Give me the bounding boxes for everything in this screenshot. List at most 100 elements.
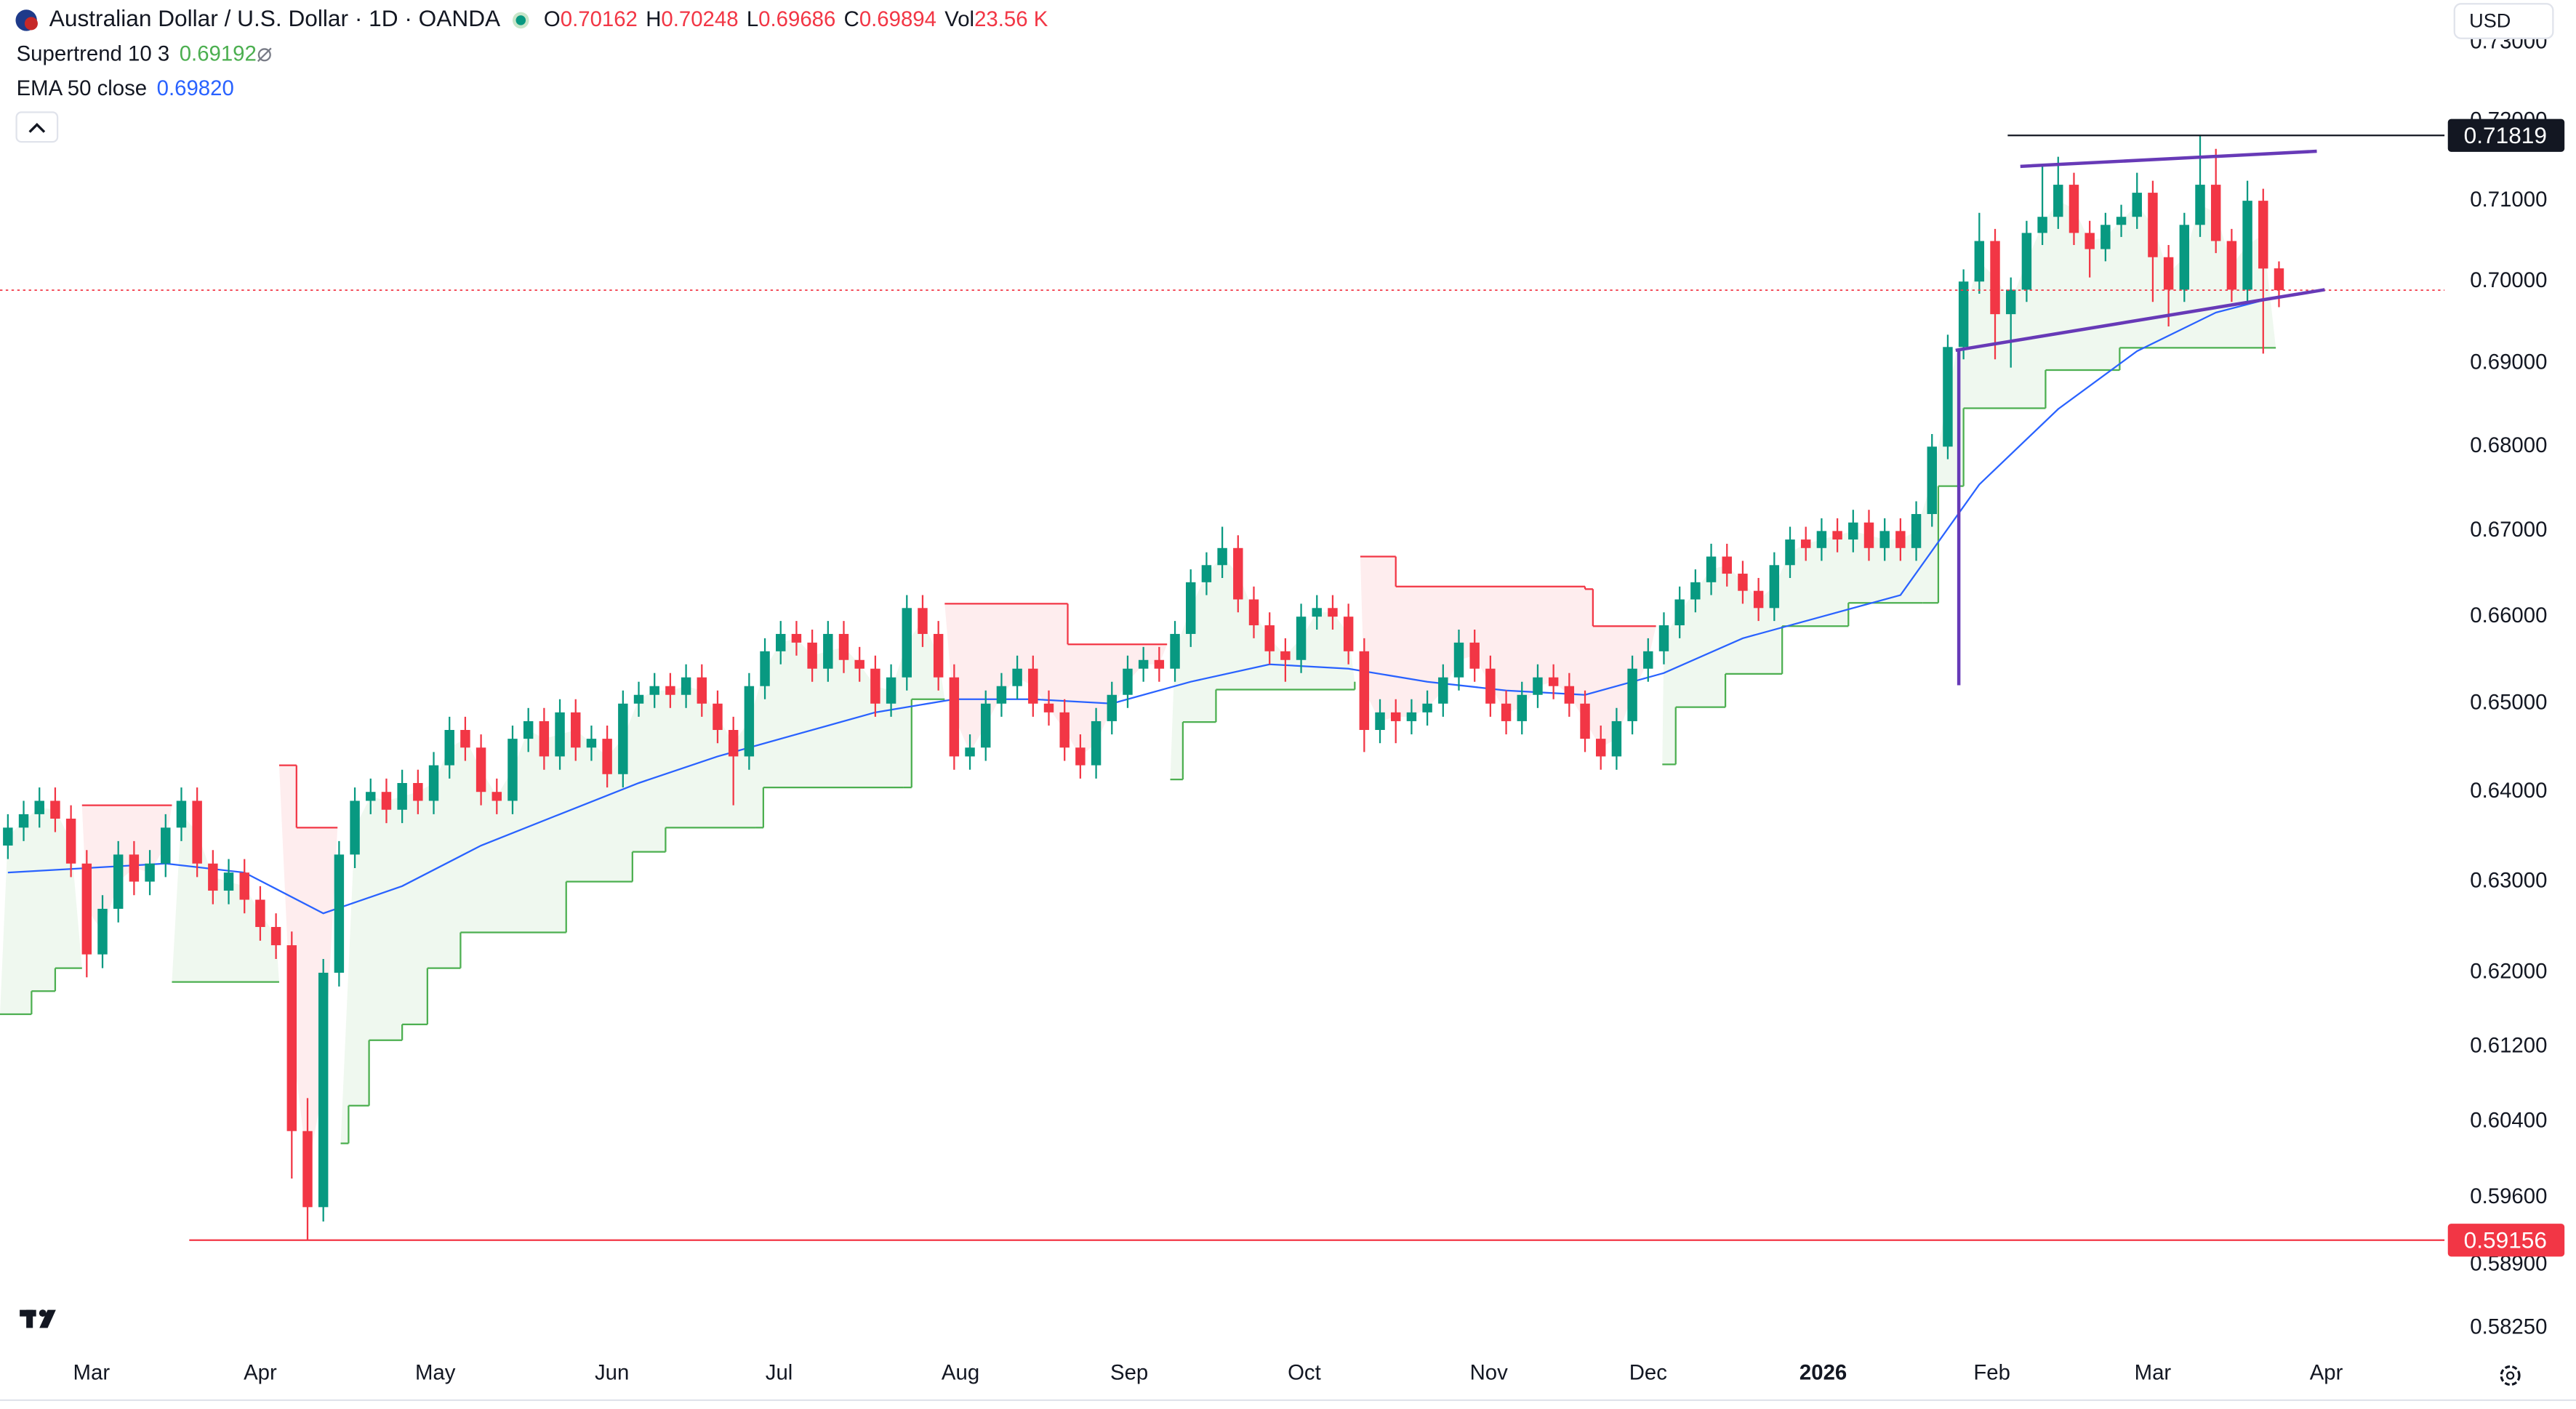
candle-body	[1706, 556, 1717, 582]
candle-body	[760, 651, 770, 686]
candle-body	[2085, 233, 2095, 249]
candle-body	[2021, 233, 2032, 290]
candle-body	[1927, 446, 1937, 515]
candle-body	[776, 633, 786, 651]
ohlc-value: 0.69894	[859, 7, 936, 31]
y-tick-label: 0.67000	[2470, 518, 2547, 542]
x-tick-label: Oct	[1288, 1361, 1321, 1385]
candle-body	[1438, 677, 1448, 704]
candle-body	[444, 730, 454, 766]
x-tick-label: Jul	[766, 1361, 793, 1385]
candle-body	[1879, 531, 1890, 548]
candle-body	[161, 827, 171, 864]
y-tick-label: 0.68000	[2470, 433, 2547, 457]
candle-body	[2258, 201, 2268, 269]
ohlc-value: 0.70162	[561, 7, 638, 31]
candle-body	[1627, 668, 1637, 721]
candle-body	[397, 782, 407, 810]
candle-body	[507, 739, 518, 801]
supertrend-fill	[1360, 556, 1656, 748]
candle-body	[1012, 668, 1022, 686]
x-tick-label: Jun	[595, 1361, 629, 1385]
logo-part	[26, 1309, 33, 1328]
candle-body	[428, 765, 439, 801]
y-tick-label: 0.66000	[2470, 603, 2547, 627]
candle-body	[744, 686, 755, 757]
candle-body	[523, 720, 534, 739]
candle-body	[1816, 531, 1827, 548]
candle-body	[1375, 712, 1385, 731]
candle-body	[1958, 281, 1969, 348]
candle-body	[555, 712, 565, 757]
candle-body	[1501, 703, 1512, 721]
candle-body	[2069, 185, 2079, 233]
candle-body	[1391, 712, 1401, 721]
candle-body	[239, 872, 249, 900]
candle-body	[1280, 651, 1291, 660]
x-tick-label: Dec	[1629, 1361, 1667, 1385]
candle-body	[665, 686, 675, 695]
candle-body	[1075, 747, 1086, 766]
indicator-value: 0.69192	[180, 41, 257, 65]
candle-body	[176, 800, 187, 828]
y-tick-label: 0.63000	[2470, 868, 2547, 892]
eye-slash	[257, 47, 272, 63]
y-tick-label: 0.64000	[2470, 779, 2547, 803]
x-tick-label: Apr	[2310, 1361, 2343, 1385]
candle-body	[2116, 217, 2127, 225]
candle-body	[413, 782, 423, 801]
candle-body	[539, 720, 550, 757]
settings-button[interactable]	[2500, 1365, 2521, 1386]
collapse-button[interactable]	[15, 111, 59, 143]
supertrend-fill	[81, 805, 172, 932]
eye-icon	[257, 48, 271, 62]
indicator-legend: EMA 50 close 0.69820	[17, 76, 234, 100]
candle-body	[366, 792, 376, 801]
collapse-icon	[28, 122, 46, 133]
x-tick-label: Mar	[2135, 1361, 2172, 1385]
candle-body	[981, 703, 991, 748]
candle-body	[649, 686, 659, 695]
candle-body	[460, 730, 470, 748]
candle-body	[1643, 651, 1653, 669]
indicator-value: 0.69820	[157, 76, 234, 100]
logo-part	[39, 1309, 56, 1328]
candle-body	[2195, 185, 2205, 225]
candle-body	[918, 608, 928, 634]
candle-body	[2226, 241, 2237, 290]
candle-body	[2037, 217, 2047, 233]
candle-body	[854, 659, 864, 669]
candle-body	[633, 694, 644, 704]
candle-body	[1028, 668, 1038, 704]
candle-body	[2053, 185, 2063, 217]
y-tick-label: 0.65000	[2470, 691, 2547, 715]
candle-body	[902, 608, 912, 678]
candle-body	[1564, 686, 1575, 704]
candle-body	[192, 800, 202, 864]
candle-body	[50, 800, 60, 819]
candle-body	[1785, 539, 1795, 566]
candle-body	[791, 633, 802, 643]
currency-box[interactable]	[2453, 3, 2554, 39]
candle-body	[1248, 599, 1259, 626]
candle-body	[1485, 668, 1496, 704]
candle-body	[1517, 694, 1527, 721]
price-label: 0.59156	[2464, 1227, 2547, 1253]
candle-body	[270, 927, 281, 946]
candle-body	[838, 633, 849, 660]
candle-body	[1138, 659, 1149, 669]
gear-hub	[2505, 1371, 2515, 1380]
candle-body	[81, 863, 92, 955]
candle-body	[1658, 625, 1669, 651]
candle-body	[571, 712, 581, 748]
hide-indicator-icon[interactable]	[257, 47, 272, 63]
candle-body	[3, 827, 13, 846]
supertrend-fill	[340, 621, 945, 1144]
currency: USD	[2469, 9, 2511, 31]
market-status-dot	[515, 15, 526, 25]
x-tick-label: Feb	[1973, 1361, 2010, 1385]
candle-body	[1043, 703, 1054, 712]
candle-body	[1312, 608, 1322, 617]
candle-body	[1059, 712, 1070, 748]
